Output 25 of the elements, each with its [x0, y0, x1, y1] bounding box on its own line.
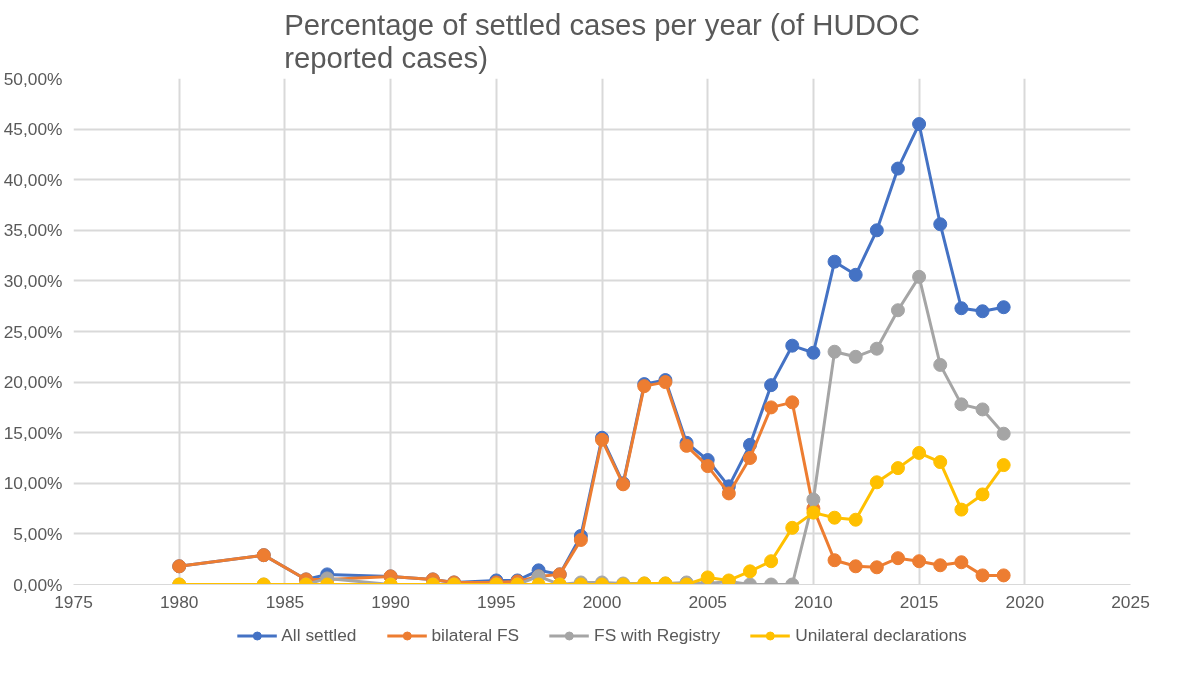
chart-title: Percentage of settled cases per year (of HUDOC reported cases)	[284, 7, 920, 74]
y-tick-label: 45,00%	[3, 119, 63, 140]
y-tick-label: 20,00%	[3, 372, 63, 393]
legend-label: bilateral FS	[431, 624, 520, 646]
x-tick-label: 2005	[688, 591, 727, 612]
y-tick-label: 30,00%	[3, 270, 63, 291]
y-tick-label: 15,00%	[3, 422, 63, 443]
x-tick-label: 1995	[477, 591, 516, 612]
y-tick-label: 35,00%	[3, 220, 63, 241]
y-tick-label: 50,00%	[3, 68, 63, 89]
y-tick-label: 10,00%	[3, 473, 63, 494]
y-tick-label: 40,00%	[3, 169, 63, 190]
x-tick-label: 1985	[265, 591, 305, 612]
x-tick-label: 2000	[582, 591, 622, 612]
x-tick-label: 1990	[371, 591, 410, 612]
x-tick-label: 2015	[899, 591, 939, 612]
x-tick-label: 2020	[1005, 591, 1045, 612]
legend-label: All settled	[281, 624, 357, 646]
x-tick-label: 2025	[1111, 591, 1150, 612]
y-tick-label: 25,00%	[3, 321, 63, 342]
legend-label: FS with Registry	[594, 624, 721, 646]
legend-label: Unilateral declarations	[795, 624, 967, 646]
x-tick-label: 1980	[159, 591, 199, 612]
x-tick-label: 2010	[794, 591, 833, 612]
y-tick-label: 5,00%	[13, 523, 63, 544]
